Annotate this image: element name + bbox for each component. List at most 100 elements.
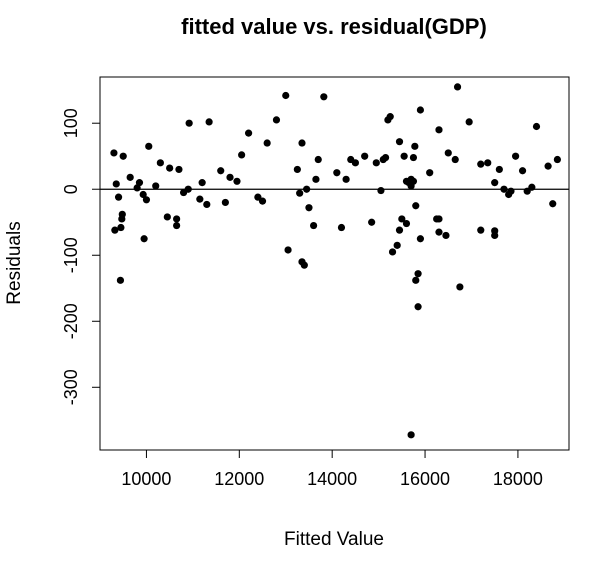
x-axis: 10000 12000 14000 16000 18000 (121, 450, 543, 489)
data-point (156, 159, 164, 167)
data-point (465, 118, 473, 126)
data-point (544, 162, 552, 170)
x-tick-label: 12000 (214, 469, 264, 489)
data-point (386, 113, 394, 121)
data-point (118, 210, 126, 218)
data-point (203, 200, 211, 209)
data-point (444, 149, 452, 157)
data-point (272, 116, 281, 124)
data-point (372, 159, 380, 167)
data-point (226, 173, 234, 181)
data-point (119, 152, 127, 160)
data-point (435, 126, 443, 134)
data-point (140, 235, 148, 243)
data-point (145, 142, 153, 150)
data-point (402, 219, 411, 228)
data-point (549, 200, 557, 208)
data-point (337, 223, 346, 232)
data-point (395, 226, 404, 234)
data-point (453, 83, 462, 91)
data-point (456, 283, 464, 291)
data-point (173, 215, 181, 223)
data-point (135, 179, 144, 187)
data-point (110, 149, 118, 157)
data-point (484, 159, 492, 167)
data-point (398, 215, 406, 223)
plot-frame (99, 76, 570, 451)
data-point (388, 248, 397, 256)
x-tick-label: 10000 (121, 469, 171, 489)
data-point (361, 152, 369, 160)
data-point (152, 182, 160, 190)
data-point (412, 202, 420, 210)
data-point (114, 193, 123, 201)
data-point (528, 183, 536, 191)
data-point (263, 139, 271, 147)
data-point (293, 165, 301, 174)
data-point (351, 159, 359, 167)
data-point (300, 261, 308, 269)
data-point (377, 186, 385, 195)
data-point (185, 119, 193, 127)
data-point (409, 177, 418, 185)
data-point (414, 270, 422, 278)
chart-title: fitted value vs. residual(GDP) (181, 14, 487, 39)
y-axis: -300 -200 -100 0 100 (61, 108, 100, 405)
data-point (477, 160, 485, 168)
data-point (310, 221, 318, 230)
data-point (184, 185, 192, 193)
data-point (407, 431, 415, 439)
data-point (393, 241, 401, 249)
data-point (312, 175, 320, 183)
data-point (305, 204, 313, 212)
x-axis-label: Fitted Value (284, 529, 384, 550)
data-point (166, 164, 174, 172)
data-point (442, 231, 450, 240)
y-axis-label: Residuals (4, 221, 25, 304)
data-point (205, 118, 213, 126)
data-point (217, 167, 225, 175)
data-point (395, 138, 404, 146)
y-tick-label: -100 (61, 237, 81, 273)
data-point (244, 129, 253, 137)
data-point (400, 152, 408, 160)
data-point (233, 177, 241, 185)
data-point (511, 152, 520, 160)
data-point (296, 189, 304, 197)
data-point (116, 276, 125, 284)
data-point (416, 106, 425, 114)
data-point (416, 235, 425, 243)
data-point (139, 190, 147, 199)
y-tick-label: 0 (61, 184, 81, 194)
data-point (198, 179, 206, 187)
data-point (284, 246, 292, 254)
data-point (409, 153, 418, 162)
data-point (553, 155, 561, 164)
x-tick-label: 16000 (400, 469, 450, 489)
data-point (298, 139, 306, 147)
data-point (175, 165, 183, 174)
data-point (412, 276, 420, 284)
data-point (117, 223, 125, 232)
data-point (477, 226, 485, 234)
data-point (142, 196, 151, 204)
data-points (110, 83, 561, 439)
x-tick-label: 14000 (307, 469, 357, 489)
data-point (451, 155, 459, 164)
data-point (126, 173, 134, 181)
data-point (112, 180, 120, 188)
data-point (314, 155, 322, 164)
data-point (500, 185, 508, 193)
data-point (111, 226, 119, 234)
data-point (507, 187, 515, 195)
data-point (532, 122, 541, 131)
data-point (342, 175, 350, 183)
data-point (163, 213, 171, 221)
y-tick-label: -200 (61, 303, 81, 339)
y-tick-label: 100 (61, 108, 81, 138)
data-point (435, 228, 443, 236)
data-point (495, 165, 503, 174)
data-point (221, 198, 229, 207)
data-point (333, 169, 341, 177)
